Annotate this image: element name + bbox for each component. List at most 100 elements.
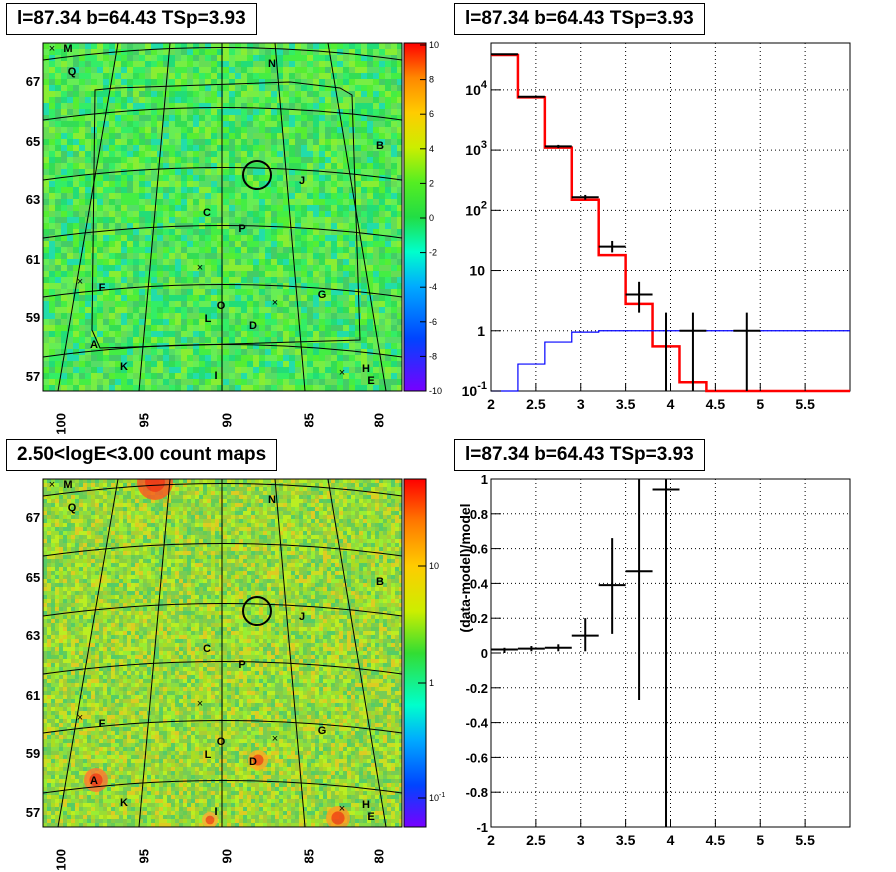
map-pixel — [199, 139, 205, 145]
map-pixel — [127, 145, 133, 151]
map-pixel — [241, 259, 247, 265]
map-pixel — [215, 487, 219, 491]
map-pixel — [295, 319, 301, 325]
map-pixel — [175, 121, 181, 127]
map-pixel — [47, 539, 51, 543]
map-pixel — [223, 487, 227, 491]
map-pixel — [259, 355, 265, 361]
map-pixel — [87, 491, 91, 495]
map-pixel — [59, 487, 63, 491]
map-pixel — [157, 331, 163, 337]
map-pixel — [143, 507, 147, 511]
map-pixel — [323, 483, 327, 487]
map-pixel — [135, 511, 139, 515]
map-pixel — [187, 217, 193, 223]
map-pixel — [289, 103, 295, 109]
map-pixel — [199, 319, 205, 325]
map-pixel — [157, 385, 163, 391]
map-pixel — [183, 519, 187, 523]
map-pixel — [131, 495, 135, 499]
map-pixel — [67, 259, 73, 265]
map-pixel — [251, 519, 255, 523]
map-pixel — [391, 97, 397, 103]
map-pixel — [255, 539, 259, 543]
map-pixel — [343, 73, 349, 79]
map-pixel — [193, 229, 199, 235]
map-pixel — [55, 527, 59, 531]
map-pixel — [349, 385, 355, 391]
map-pixel — [319, 483, 323, 487]
map-pixel — [355, 479, 359, 483]
map-pixel — [383, 519, 387, 523]
map-pixel — [367, 349, 373, 355]
map-pixel — [313, 175, 319, 181]
map-pixel — [51, 495, 55, 499]
map-pixel — [275, 479, 279, 483]
map-pixel — [61, 229, 67, 235]
map-pixel — [223, 67, 229, 73]
map-pixel — [271, 519, 275, 523]
map-pixel — [169, 253, 175, 259]
map-pixel — [135, 479, 139, 483]
map-pixel — [103, 253, 109, 259]
map-pixel — [253, 115, 259, 121]
map-pixel — [97, 379, 103, 385]
map-pixel — [239, 519, 243, 523]
map-pixel — [79, 527, 83, 531]
map-pixel — [115, 127, 121, 133]
map-pixel — [349, 43, 355, 49]
map-pixel — [375, 531, 379, 535]
map-pixel — [139, 259, 145, 265]
map-pixel — [91, 277, 97, 283]
map-pixel — [79, 79, 85, 85]
map-pixel — [107, 479, 111, 483]
map-pixel — [265, 175, 271, 181]
map-pixel — [283, 307, 289, 313]
map-pixel — [127, 55, 133, 61]
map-pixel — [331, 61, 337, 67]
map-pixel — [63, 507, 67, 511]
map-pixel — [71, 515, 75, 519]
map-pixel — [187, 507, 191, 511]
map-pixel — [85, 319, 91, 325]
map-pixel — [163, 507, 167, 511]
map-pixel — [271, 289, 277, 295]
map-pixel — [193, 253, 199, 259]
map-pixel — [235, 283, 241, 289]
map-pixel — [343, 199, 349, 205]
map-pixel — [279, 503, 283, 507]
map-pixel — [187, 503, 191, 507]
map-pixel — [397, 193, 402, 199]
map-pixel — [181, 265, 187, 271]
map-pixel — [307, 301, 313, 307]
map-pixel — [193, 61, 199, 67]
map-pixel — [123, 531, 127, 535]
map-pixel — [259, 483, 263, 487]
map-pixel — [367, 103, 373, 109]
map-pixel — [241, 379, 247, 385]
map-pixel — [241, 61, 247, 67]
map-pixel — [131, 539, 135, 543]
map-pixel — [235, 127, 241, 133]
map-pixel — [259, 253, 265, 259]
map-pixel — [79, 337, 85, 343]
map-pixel — [355, 109, 361, 115]
map-pixel — [145, 211, 151, 217]
map-pixel — [301, 235, 307, 241]
map-pixel — [169, 115, 175, 121]
map-pixel — [187, 151, 193, 157]
map-pixel — [335, 515, 339, 519]
map-pixel — [379, 127, 385, 133]
map-pixel — [199, 515, 203, 519]
map-pixel — [235, 79, 241, 85]
map-pixel — [229, 349, 235, 355]
map-pixel — [391, 355, 397, 361]
map-pixel — [79, 157, 85, 163]
map-pixel — [259, 247, 265, 253]
map-pixel — [391, 277, 397, 283]
map-pixel — [49, 49, 55, 55]
map-pixel — [279, 479, 283, 483]
map-pixel — [107, 491, 111, 495]
map-pixel — [109, 373, 115, 379]
